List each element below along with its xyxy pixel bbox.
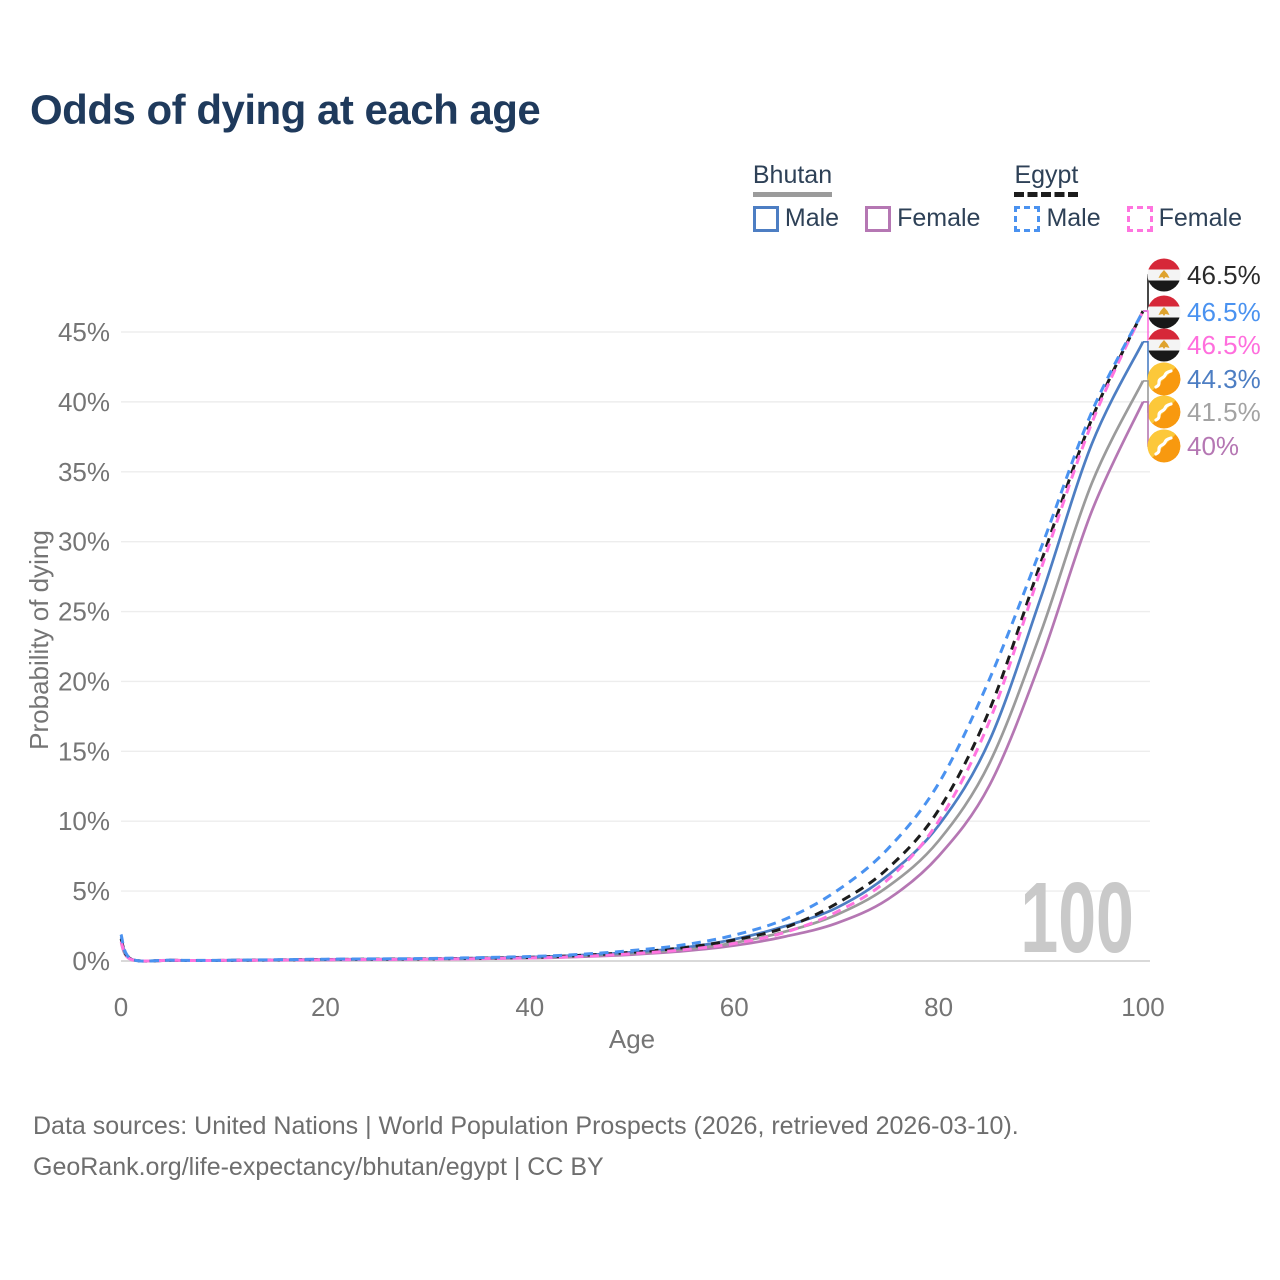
x-tick-label: 100 (1121, 992, 1164, 1022)
footer-attribution: GeoRank.org/life-expectancy/bhutan/egypt… (33, 1153, 604, 1181)
series-line-egypt[interactable] (119, 310, 1145, 963)
flag-icon-egypt-egypt-female (1147, 328, 1181, 362)
legend-items-egypt: Male Female (1014, 204, 1242, 233)
legend-header-bhutan[interactable]: Bhutan (752, 161, 833, 197)
end-label-bhutan-female: 40% (1187, 431, 1239, 461)
y-tick-label: 35% (58, 457, 110, 487)
legend-swatch-bhutan-male[interactable] (752, 205, 779, 232)
x-tick-label: 0 (114, 992, 128, 1022)
age-indicator-watermark: 100 (1020, 862, 1134, 974)
series-line-bhutan-male[interactable] (119, 341, 1145, 963)
y-tick-label: 40% (58, 387, 110, 417)
legend-item-bhutan-male[interactable]: Male (752, 204, 840, 233)
x-axis-label: Age (609, 1024, 655, 1054)
y-axis-label: Probability of dying (24, 530, 54, 750)
series-line-bhutan[interactable] (119, 380, 1145, 963)
end-label-egypt-female: 46.5% (1187, 330, 1261, 360)
series-line-egypt-male[interactable] (119, 310, 1145, 963)
x-tick-label: 80 (924, 992, 953, 1022)
y-tick-label: 5% (72, 876, 110, 906)
legend: Bhutan Male Female Egypt Male (752, 161, 1242, 233)
flag-icon-bhutan-bhutan-female (1147, 429, 1181, 463)
x-tick-label: 20 (311, 992, 340, 1022)
legend-items-bhutan: Male Female (752, 204, 980, 233)
legend-group-bhutan: Bhutan Male Female (752, 161, 980, 233)
footer: Data sources: United Nations | World Pop… (33, 1106, 1019, 1188)
end-label-bhutan-male: 44.3% (1187, 364, 1261, 394)
x-tick-label: 40 (515, 992, 544, 1022)
end-label-bhutan: 41.5% (1187, 397, 1261, 427)
series-line-egypt-female[interactable] (119, 310, 1145, 963)
footer-data-sources: Data sources: United Nations | World Pop… (33, 1112, 1019, 1140)
flag-icon-bhutan-bhutan-male (1147, 362, 1181, 396)
legend-swatch-egypt-female[interactable] (1126, 205, 1153, 232)
legend-label-bhutan-female: Female (897, 204, 981, 232)
x-tick-label: 60 (720, 992, 749, 1022)
y-tick-label: 20% (58, 666, 110, 696)
legend-label-egypt-male: Male (1046, 204, 1101, 232)
y-tick-label: 30% (58, 527, 110, 557)
legend-swatch-bhutan-female[interactable] (865, 205, 892, 232)
legend-item-egypt-male[interactable]: Male (1014, 204, 1101, 233)
legend-swatch-egypt-male[interactable] (1014, 205, 1041, 232)
legend-label-egypt-female: Female (1158, 204, 1242, 232)
flag-icon-egypt-egypt (1147, 258, 1181, 292)
flag-icon-egypt-egypt-male (1147, 295, 1181, 329)
y-tick-label: 25% (58, 597, 110, 627)
end-label-egypt: 46.5% (1187, 260, 1261, 290)
end-label-egypt-male: 46.5% (1187, 297, 1261, 327)
y-tick-label: 15% (58, 736, 110, 766)
legend-label-bhutan-male: Male (784, 204, 840, 232)
legend-header-egypt[interactable]: Egypt (1014, 161, 1079, 197)
legend-item-egypt-female[interactable]: Female (1126, 204, 1242, 233)
flag-icon-bhutan-bhutan (1147, 395, 1181, 429)
legend-group-egypt: Egypt Male Female (1014, 161, 1242, 233)
page-title: Odds of dying at each age (30, 86, 541, 133)
legend-item-bhutan-female[interactable]: Female (865, 204, 980, 233)
y-tick-label: 10% (58, 806, 110, 836)
y-tick-label: 45% (58, 317, 110, 347)
y-tick-label: 0% (72, 946, 110, 976)
